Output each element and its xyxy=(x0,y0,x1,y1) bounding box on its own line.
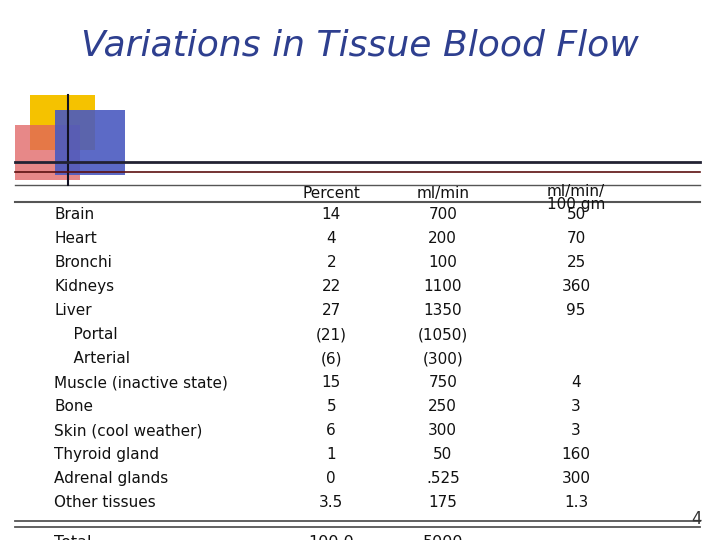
Bar xyxy=(15,125,80,180)
Text: 100.0: 100.0 xyxy=(308,535,354,540)
Text: 70: 70 xyxy=(567,231,585,246)
Text: 200: 200 xyxy=(428,231,457,246)
Text: Thyroid gland: Thyroid gland xyxy=(54,447,159,462)
Text: 2: 2 xyxy=(326,255,336,270)
Text: 4: 4 xyxy=(691,510,702,528)
Text: 250: 250 xyxy=(428,399,457,414)
Text: 3: 3 xyxy=(571,399,581,414)
Text: 25: 25 xyxy=(567,255,585,270)
Text: 100: 100 xyxy=(428,255,457,270)
Text: Brain: Brain xyxy=(54,207,94,222)
Text: 300: 300 xyxy=(562,471,590,486)
Text: 5: 5 xyxy=(326,399,336,414)
Text: 3: 3 xyxy=(571,423,581,438)
Text: 300: 300 xyxy=(428,423,457,438)
Text: 100 gm: 100 gm xyxy=(546,197,606,212)
Text: 1: 1 xyxy=(326,447,336,462)
Text: Adrenal glands: Adrenal glands xyxy=(54,471,168,486)
Text: 360: 360 xyxy=(562,279,590,294)
Text: 6: 6 xyxy=(326,423,336,438)
Text: Variations in Tissue Blood Flow: Variations in Tissue Blood Flow xyxy=(81,28,639,62)
Text: Kidneys: Kidneys xyxy=(54,279,114,294)
Text: Arterial: Arterial xyxy=(54,351,130,366)
Text: (300): (300) xyxy=(423,351,463,366)
Text: Portal: Portal xyxy=(54,327,117,342)
Text: 0: 0 xyxy=(326,471,336,486)
Text: Bronchi: Bronchi xyxy=(54,255,112,270)
Text: 50: 50 xyxy=(433,447,452,462)
Bar xyxy=(30,95,95,150)
Text: 1.3: 1.3 xyxy=(564,495,588,510)
Text: (6): (6) xyxy=(320,351,342,366)
Text: Bone: Bone xyxy=(54,399,93,414)
Text: (1050): (1050) xyxy=(418,327,468,342)
Text: 5000: 5000 xyxy=(423,535,463,540)
Text: ml/min/: ml/min/ xyxy=(547,184,605,199)
Text: Liver: Liver xyxy=(54,303,91,318)
Text: 15: 15 xyxy=(322,375,341,390)
Text: Other tissues: Other tissues xyxy=(54,495,156,510)
Text: .525: .525 xyxy=(426,471,459,486)
Text: ml/min: ml/min xyxy=(416,186,469,201)
Text: 22: 22 xyxy=(322,279,341,294)
Text: 95: 95 xyxy=(567,303,585,318)
Text: Percent: Percent xyxy=(302,186,360,201)
Text: 1350: 1350 xyxy=(423,303,462,318)
Text: 3.5: 3.5 xyxy=(319,495,343,510)
Text: Muscle (inactive state): Muscle (inactive state) xyxy=(54,375,228,390)
Text: ---: --- xyxy=(567,535,585,540)
Text: (21): (21) xyxy=(315,327,347,342)
Text: 50: 50 xyxy=(567,207,585,222)
Text: 14: 14 xyxy=(322,207,341,222)
Text: 750: 750 xyxy=(428,375,457,390)
Text: Heart: Heart xyxy=(54,231,96,246)
Bar xyxy=(55,110,125,175)
Text: 700: 700 xyxy=(428,207,457,222)
Text: 27: 27 xyxy=(322,303,341,318)
Text: 4: 4 xyxy=(571,375,581,390)
Text: 4: 4 xyxy=(326,231,336,246)
Text: Skin (cool weather): Skin (cool weather) xyxy=(54,423,202,438)
Text: 160: 160 xyxy=(562,447,590,462)
Text: Total: Total xyxy=(54,535,91,540)
Text: 175: 175 xyxy=(428,495,457,510)
Text: 1100: 1100 xyxy=(423,279,462,294)
